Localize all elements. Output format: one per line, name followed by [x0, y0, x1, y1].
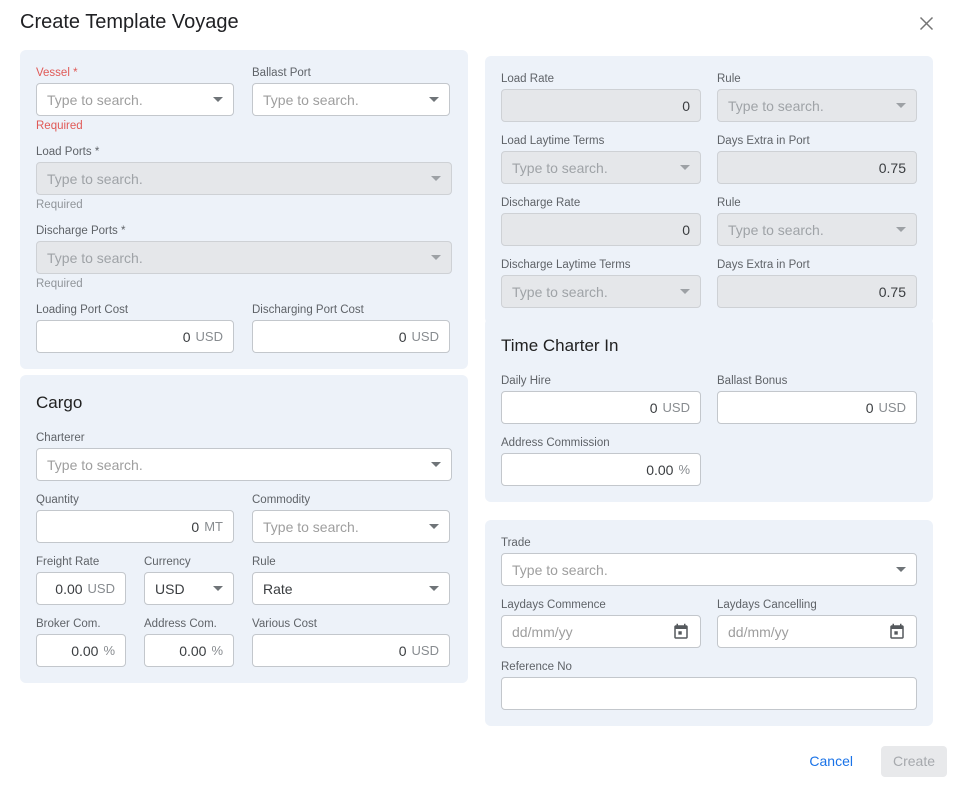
load-days-extra-label: Days Extra in Port: [717, 135, 810, 147]
discharge-days-extra-label: Days Extra in Port: [717, 259, 810, 271]
quantity-label: Quantity: [36, 494, 79, 506]
discharge-rate-input: 0: [501, 213, 701, 246]
daily-hire-label: Daily Hire: [501, 375, 551, 387]
reference-no-label: Reference No: [501, 661, 572, 673]
charterer-select[interactable]: Type to search.: [36, 448, 452, 481]
chevron-down-icon: [429, 586, 439, 591]
ballast-bonus-label: Ballast Bonus: [717, 375, 788, 387]
discharge-laytime-select: Type to search.: [501, 275, 701, 308]
ports-section: Vessel * Type to search. Required Ballas…: [20, 50, 468, 369]
ballast-port-select[interactable]: Type to search.: [252, 83, 450, 116]
calendar-icon[interactable]: [672, 623, 690, 641]
freight-rule-label: Rule: [252, 556, 276, 568]
chevron-down-icon: [896, 567, 906, 572]
ballast-port-label: Ballast Port: [252, 67, 311, 79]
laydays-commence-label: Laydays Commence: [501, 599, 606, 611]
loading-port-cost-input[interactable]: 0 USD: [36, 320, 234, 353]
discharge-ports-required-helper: Required: [36, 278, 83, 290]
load-ports-required-helper: Required: [36, 199, 83, 211]
cancel-button[interactable]: Cancel: [809, 753, 853, 769]
create-button: Create: [881, 745, 947, 777]
load-laytime-select: Type to search.: [501, 151, 701, 184]
trade-select[interactable]: Type to search.: [501, 553, 917, 586]
reference-no-input[interactable]: [501, 677, 917, 710]
freight-rate-label: Freight Rate: [36, 556, 100, 568]
vessel-select[interactable]: Type to search.: [36, 83, 234, 116]
ballast-bonus-input[interactable]: 0 USD: [717, 391, 917, 424]
address-com-input[interactable]: 0.00 %: [144, 634, 234, 667]
discharge-laytime-label: Discharge Laytime Terms: [501, 259, 631, 271]
load-rule-label: Rule: [717, 73, 741, 85]
load-days-extra-input: 0.75: [717, 151, 917, 184]
time-charter-in-heading: Time Charter In: [501, 336, 619, 355]
load-rate-label: Load Rate: [501, 73, 555, 85]
chevron-down-icon: [429, 524, 439, 529]
currency-label: Currency: [144, 556, 191, 568]
loading-port-cost-label: Loading Port Cost: [36, 304, 129, 316]
close-icon[interactable]: [914, 11, 938, 35]
address-commission-label: Address Commission: [501, 437, 610, 449]
discharge-days-extra-input: 0.75: [717, 275, 917, 308]
rates-section: Load Rate 0 Rule Type to search. Load La…: [485, 56, 933, 324]
load-laytime-label: Load Laytime Terms: [501, 135, 605, 147]
chevron-down-icon: [213, 97, 223, 102]
chevron-down-icon: [213, 586, 223, 591]
various-cost-input[interactable]: 0 USD: [252, 634, 450, 667]
commodity-select[interactable]: Type to search.: [252, 510, 450, 543]
trade-label: Trade: [501, 537, 531, 549]
discharge-rate-label: Discharge Rate: [501, 197, 581, 209]
time-charter-in-section: Time Charter In Daily Hire 0 USD Ballast…: [485, 318, 933, 502]
freight-rate-input[interactable]: 0.00 USD: [36, 572, 126, 605]
currency-select[interactable]: USD: [144, 572, 234, 605]
discharging-port-cost-input[interactable]: 0 USD: [252, 320, 450, 353]
freight-rule-select[interactable]: Rate: [252, 572, 450, 605]
calendar-icon[interactable]: [888, 623, 906, 641]
discharging-port-cost-label: Discharging Port Cost: [252, 304, 364, 316]
chevron-down-icon: [896, 227, 906, 232]
chevron-down-icon: [896, 103, 906, 108]
chevron-down-icon: [431, 462, 441, 467]
discharge-rule-select: Type to search.: [717, 213, 917, 246]
chevron-down-icon: [431, 176, 441, 181]
cargo-heading: Cargo: [36, 393, 83, 412]
load-rate-input: 0: [501, 89, 701, 122]
chevron-down-icon: [431, 255, 441, 260]
cargo-section: Cargo Charterer Type to search. Quantity…: [20, 375, 468, 683]
load-rule-select: Type to search.: [717, 89, 917, 122]
chevron-down-icon: [429, 97, 439, 102]
quantity-input[interactable]: 0 MT: [36, 510, 234, 543]
chevron-down-icon: [680, 165, 690, 170]
charterer-label: Charterer: [36, 432, 85, 444]
dialog-footer: Cancel Create: [805, 745, 947, 777]
various-cost-label: Various Cost: [252, 618, 317, 630]
dialog-title: Create Template Voyage: [20, 11, 239, 33]
address-commission-input[interactable]: 0.00 %: [501, 453, 701, 486]
vessel-required-helper: Required: [36, 120, 83, 132]
discharge-rule-label: Rule: [717, 197, 741, 209]
laydays-cancelling-input[interactable]: dd/mm/yy: [717, 615, 917, 648]
laydays-commence-input[interactable]: dd/mm/yy: [501, 615, 701, 648]
laydays-cancelling-label: Laydays Cancelling: [717, 599, 817, 611]
trade-section: Trade Type to search. Laydays Commence d…: [485, 520, 933, 726]
chevron-down-icon: [680, 289, 690, 294]
address-com-label: Address Com.: [144, 618, 217, 630]
load-ports-select: Type to search.: [36, 162, 452, 195]
daily-hire-input[interactable]: 0 USD: [501, 391, 701, 424]
load-ports-label: Load Ports *: [36, 146, 100, 158]
broker-com-input[interactable]: 0.00 %: [36, 634, 126, 667]
commodity-label: Commodity: [252, 494, 311, 506]
discharge-ports-label: Discharge Ports *: [36, 225, 126, 237]
broker-com-label: Broker Com.: [36, 618, 101, 630]
vessel-label: Vessel *: [36, 67, 78, 79]
discharge-ports-select: Type to search.: [36, 241, 452, 274]
